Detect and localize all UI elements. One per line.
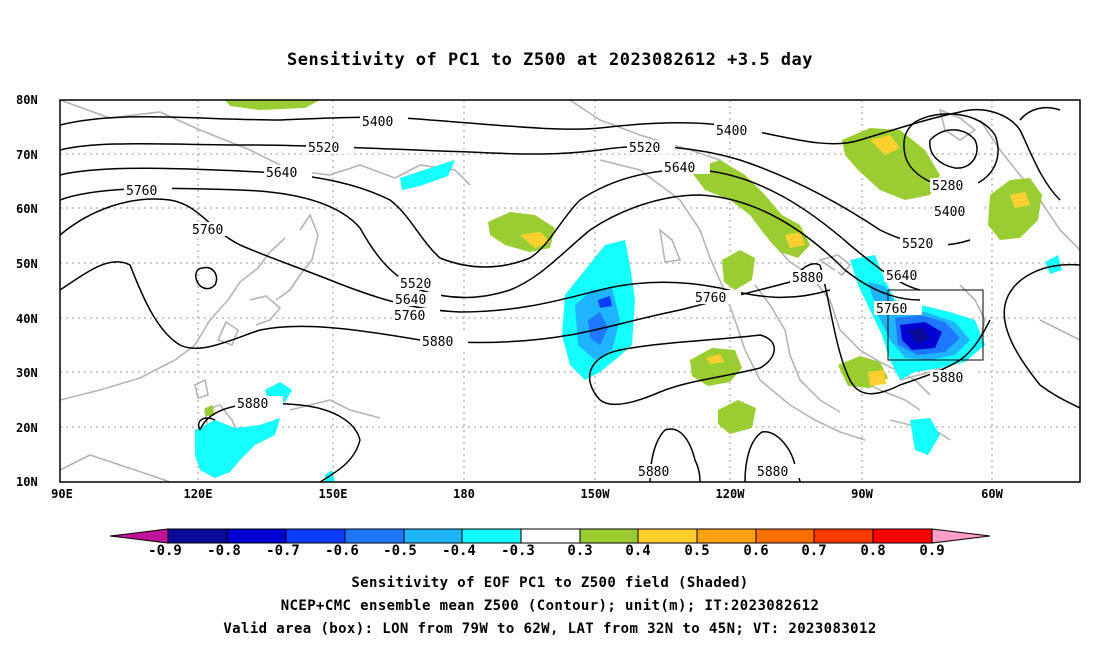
lon-label-150w: 150W	[580, 487, 610, 501]
contour-label: 5760	[192, 223, 223, 238]
colorbar	[109, 528, 991, 544]
colorbar-swatch	[872, 528, 933, 544]
colorbar-label: 0.3	[567, 543, 593, 559]
contour-label: 5520	[400, 277, 431, 292]
colorbar-label: -0.8	[207, 543, 241, 559]
lon-label-120w: 120W	[715, 487, 745, 501]
colorbar-swatch	[813, 528, 874, 544]
lat-label-20n: 20N	[16, 421, 38, 435]
contour-label: 5400	[362, 115, 393, 130]
contour-label: 5760	[126, 184, 157, 199]
contour-label: 5880	[638, 465, 669, 480]
caption-line-1: Sensitivity of EOF PC1 to Z500 field (Sh…	[351, 575, 749, 591]
colorbar-swatch	[344, 528, 405, 544]
lat-label-70n: 70N	[16, 148, 38, 162]
contour-label: 5760	[394, 309, 425, 324]
contour-label: 5520	[629, 141, 660, 156]
contour-label: 5760	[695, 291, 726, 306]
valid-area-box	[887, 289, 984, 361]
colorbar-swatch	[167, 528, 228, 544]
contour-labels: 5400 5400 5400 5520 5520 5520 5520 5640 …	[124, 114, 980, 480]
colorbar-swatch	[226, 528, 287, 544]
colorbar-swatch	[285, 528, 346, 544]
colorbar-label: -0.3	[501, 543, 535, 559]
colorbar-label: -0.7	[266, 543, 300, 559]
colorbar-label: -0.6	[325, 543, 359, 559]
coastlines	[59, 99, 1081, 483]
lon-label-60w: 60W	[981, 487, 1003, 501]
lat-label-10n: 10N	[16, 475, 38, 489]
lon-label-180: 180	[453, 487, 475, 501]
shaded-sensitivity	[195, 100, 1062, 482]
contour-label: 5640	[664, 161, 695, 176]
colorbar-max-arrow	[931, 528, 991, 544]
colorbar-label: 0.7	[801, 543, 827, 559]
figure-title: Sensitivity of PC1 to Z500 at 2023082612…	[286, 50, 813, 70]
colorbar-label: -0.9	[148, 543, 182, 559]
caption-line-3: Valid area (box): LON from 79W to 62W, L…	[223, 621, 877, 637]
lon-label-120e: 120E	[183, 487, 213, 501]
contour-label: 5880	[792, 271, 823, 286]
colorbar-swatch	[579, 528, 639, 544]
lat-label-50n: 50N	[16, 257, 38, 271]
contour-label: 5640	[886, 269, 917, 284]
colorbar-swatch	[520, 528, 581, 544]
contour-label: 5880	[757, 465, 788, 480]
contour-label: 5880	[932, 371, 963, 386]
lon-label-90e: 90E	[51, 487, 73, 501]
contour-label: 5520	[308, 141, 339, 156]
lat-label-30n: 30N	[16, 366, 38, 380]
contour-label: 5520	[902, 237, 933, 252]
colorbar-swatch	[461, 528, 522, 544]
plot-frame	[59, 99, 1081, 483]
colorbar-swatch	[696, 528, 757, 544]
contour-label: 5640	[395, 293, 426, 308]
lon-label-150e: 150E	[318, 487, 348, 501]
lat-label-60n: 60N	[16, 202, 38, 216]
colorbar-min-arrow	[109, 528, 169, 544]
caption-line-2: NCEP+CMC ensemble mean Z500 (Contour); u…	[280, 598, 820, 614]
colorbar-label: -0.4	[442, 543, 476, 559]
lat-label-40n: 40N	[16, 312, 38, 326]
colorbar-swatch	[403, 528, 463, 544]
lon-label-90w: 90W	[851, 487, 873, 501]
lat-label-80n: 80N	[16, 93, 38, 107]
contour-label: 5880	[237, 397, 268, 412]
colorbar-label: 0.4	[625, 543, 651, 559]
colorbar-label: 0.9	[919, 543, 945, 559]
contour-label: 5880	[422, 335, 453, 350]
colorbar-label: 0.8	[860, 543, 886, 559]
contour-label: 5280	[932, 179, 963, 194]
colorbar-label: -0.5	[383, 543, 417, 559]
colorbar-label: 0.5	[684, 543, 710, 559]
contour-label: 5400	[716, 124, 747, 139]
contour-label: 5400	[934, 205, 965, 220]
contour-label: 5760	[876, 302, 907, 317]
contour-label: 5640	[266, 166, 297, 181]
colorbar-swatch	[755, 528, 815, 544]
colorbar-label: 0.6	[743, 543, 769, 559]
colorbar-swatch	[637, 528, 698, 544]
